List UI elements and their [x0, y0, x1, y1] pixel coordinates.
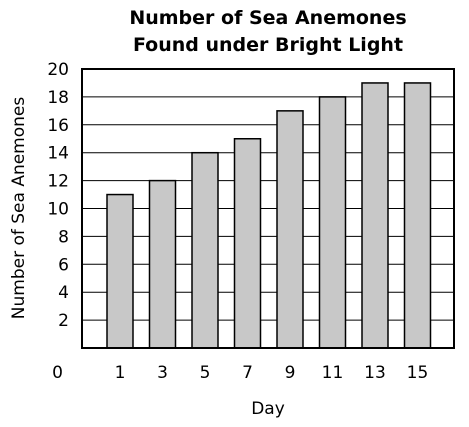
y-tick-label: 18	[47, 88, 69, 108]
x-tick-label: 3	[157, 363, 168, 383]
bar-day-7	[233, 138, 262, 349]
y-tick-label: 0	[52, 363, 63, 383]
x-tick-label: 1	[115, 363, 126, 383]
y-tick-label: 16	[47, 116, 69, 136]
bar-day-3	[148, 179, 177, 349]
y-tick-label: 14	[47, 144, 69, 164]
chart-title-line-2: Found under Bright Light	[133, 34, 403, 56]
x-tick-label: 9	[285, 363, 296, 383]
x-tick-labels: 1 3 5 7 9 11 13 15	[115, 363, 429, 383]
x-tick-label: 5	[200, 363, 211, 383]
x-tick-label: 7	[242, 363, 253, 383]
bar-day-13	[361, 82, 389, 349]
y-tick-labels: 0 2 4 6 8 10 12 14 16 18 20	[47, 60, 69, 383]
bar-day-9	[276, 110, 304, 349]
plot-frame	[81, 68, 455, 349]
y-tick-label: 10	[47, 200, 69, 220]
x-tick-label: 13	[364, 363, 386, 383]
y-tick-label: 4	[58, 283, 69, 303]
x-tick-label: 11	[322, 363, 344, 383]
bar-day-15	[403, 82, 432, 349]
y-tick-label: 12	[47, 172, 69, 192]
y-tick-label: 2	[58, 311, 69, 331]
x-axis-label: Day	[251, 399, 285, 419]
bar-day-5	[191, 151, 219, 349]
bar-day-1	[106, 193, 134, 349]
bar-day-11	[318, 96, 347, 349]
grid-lines	[82, 96, 454, 321]
y-tick-label: 6	[58, 255, 69, 275]
chart-title-line-1: Number of Sea Anemones	[129, 7, 406, 29]
y-tick-label: 8	[58, 227, 69, 247]
x-tick-label: 15	[407, 363, 429, 383]
y-axis-label: Number of Sea Anemones	[9, 97, 29, 320]
bars	[106, 82, 432, 349]
y-tick-label: 20	[47, 60, 69, 80]
